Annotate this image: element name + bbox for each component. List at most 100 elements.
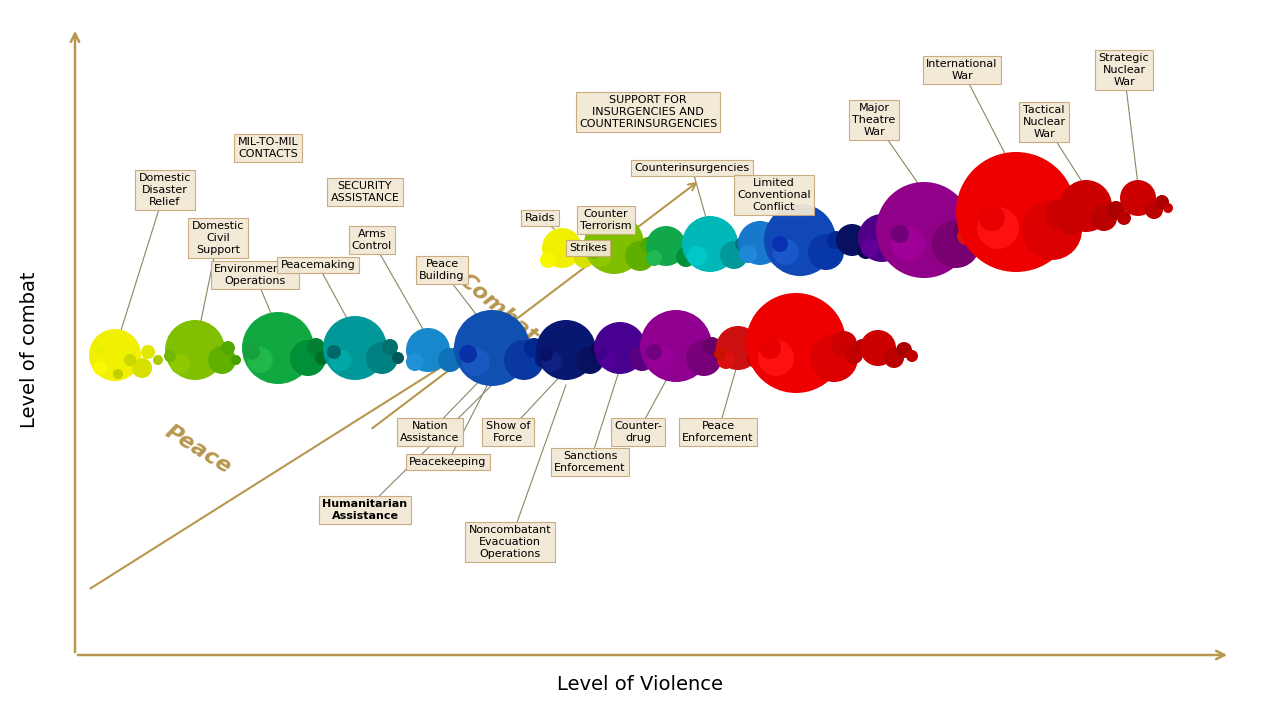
Circle shape	[244, 344, 260, 360]
Circle shape	[643, 341, 657, 355]
Circle shape	[758, 340, 794, 376]
Circle shape	[230, 355, 241, 365]
Circle shape	[759, 341, 773, 355]
Circle shape	[906, 350, 918, 362]
Circle shape	[954, 221, 975, 243]
Circle shape	[714, 351, 726, 363]
Circle shape	[682, 216, 739, 272]
Text: Peacekeeping: Peacekeeping	[410, 457, 486, 467]
Circle shape	[460, 345, 477, 363]
Circle shape	[1164, 203, 1172, 213]
Circle shape	[406, 353, 424, 371]
Text: Peace: Peace	[161, 422, 234, 478]
Circle shape	[599, 351, 617, 369]
Circle shape	[132, 358, 152, 378]
Circle shape	[810, 334, 858, 382]
Text: Limited
Conventional
Conflict: Limited Conventional Conflict	[737, 179, 810, 212]
Text: Combat: Combat	[454, 269, 541, 346]
Circle shape	[576, 346, 604, 374]
Circle shape	[625, 241, 655, 271]
Circle shape	[687, 246, 707, 266]
Circle shape	[326, 345, 340, 359]
Circle shape	[1044, 199, 1075, 229]
Circle shape	[323, 316, 387, 380]
Circle shape	[739, 221, 782, 265]
Circle shape	[586, 242, 598, 254]
Circle shape	[855, 339, 869, 353]
Circle shape	[524, 338, 544, 358]
Text: Strategic
Nuclear
War: Strategic Nuclear War	[1098, 53, 1149, 86]
Text: Counterinsurgencies: Counterinsurgencies	[635, 163, 750, 173]
Circle shape	[746, 293, 846, 393]
Circle shape	[329, 349, 351, 371]
Circle shape	[646, 345, 673, 371]
Circle shape	[1060, 180, 1112, 232]
Circle shape	[1117, 211, 1132, 225]
Circle shape	[640, 310, 712, 382]
Circle shape	[165, 320, 225, 380]
Text: Peace
Enforcement: Peace Enforcement	[682, 421, 754, 443]
Text: Nation
Assistance: Nation Assistance	[401, 421, 460, 443]
Circle shape	[861, 239, 879, 257]
Circle shape	[541, 352, 562, 372]
Circle shape	[703, 337, 721, 355]
Text: Level of Violence: Level of Violence	[557, 675, 723, 695]
Text: Humanitarian
Assistance: Humanitarian Assistance	[323, 499, 407, 521]
Circle shape	[1120, 180, 1156, 216]
Circle shape	[956, 152, 1076, 272]
Text: SECURITY
ASSISTANCE: SECURITY ASSISTANCE	[330, 181, 399, 203]
Circle shape	[748, 347, 769, 369]
Circle shape	[836, 224, 868, 256]
Text: Noncombatant
Evacuation
Operations: Noncombatant Evacuation Operations	[468, 526, 552, 559]
Circle shape	[977, 207, 1019, 249]
Circle shape	[759, 337, 781, 359]
Circle shape	[891, 225, 909, 243]
Circle shape	[1061, 217, 1079, 235]
Text: Peacemaking: Peacemaking	[280, 260, 356, 270]
Circle shape	[590, 342, 605, 358]
Circle shape	[588, 245, 602, 259]
Text: Show of
Force: Show of Force	[486, 421, 530, 443]
Circle shape	[1155, 195, 1169, 209]
Circle shape	[858, 241, 876, 259]
Circle shape	[113, 369, 123, 379]
Circle shape	[646, 226, 686, 266]
Text: Domestic
Civil
Support: Domestic Civil Support	[192, 222, 244, 255]
Circle shape	[154, 355, 163, 365]
Text: Domestic
Disaster
Relief: Domestic Disaster Relief	[138, 174, 191, 207]
Circle shape	[453, 343, 467, 357]
Circle shape	[887, 235, 913, 261]
Text: International
War: International War	[927, 59, 997, 81]
Text: Major
Theatre
War: Major Theatre War	[852, 104, 896, 137]
Circle shape	[207, 346, 236, 374]
Circle shape	[584, 214, 644, 274]
Circle shape	[536, 320, 596, 380]
Circle shape	[884, 348, 904, 368]
Circle shape	[1107, 201, 1125, 219]
Circle shape	[772, 236, 788, 252]
Circle shape	[827, 231, 845, 249]
Circle shape	[768, 242, 792, 266]
Circle shape	[676, 247, 696, 267]
Text: Counter
Terrorism: Counter Terrorism	[580, 210, 632, 231]
Circle shape	[719, 241, 748, 269]
Circle shape	[716, 326, 760, 370]
Circle shape	[957, 204, 998, 244]
Text: Arms
Control: Arms Control	[352, 229, 392, 251]
Circle shape	[764, 204, 836, 276]
Circle shape	[392, 352, 404, 364]
Text: MIL-TO-MIL
CONTACTS: MIL-TO-MIL CONTACTS	[238, 138, 298, 159]
Circle shape	[406, 328, 451, 372]
Circle shape	[93, 361, 108, 375]
Circle shape	[891, 227, 925, 261]
Circle shape	[858, 214, 906, 262]
Circle shape	[291, 340, 326, 376]
Circle shape	[1146, 201, 1164, 219]
Circle shape	[247, 347, 273, 373]
Circle shape	[979, 205, 1005, 231]
Circle shape	[540, 252, 556, 268]
Circle shape	[124, 354, 136, 366]
Text: Environmental
Operations: Environmental Operations	[214, 264, 296, 286]
Circle shape	[242, 312, 314, 384]
Circle shape	[896, 342, 911, 358]
